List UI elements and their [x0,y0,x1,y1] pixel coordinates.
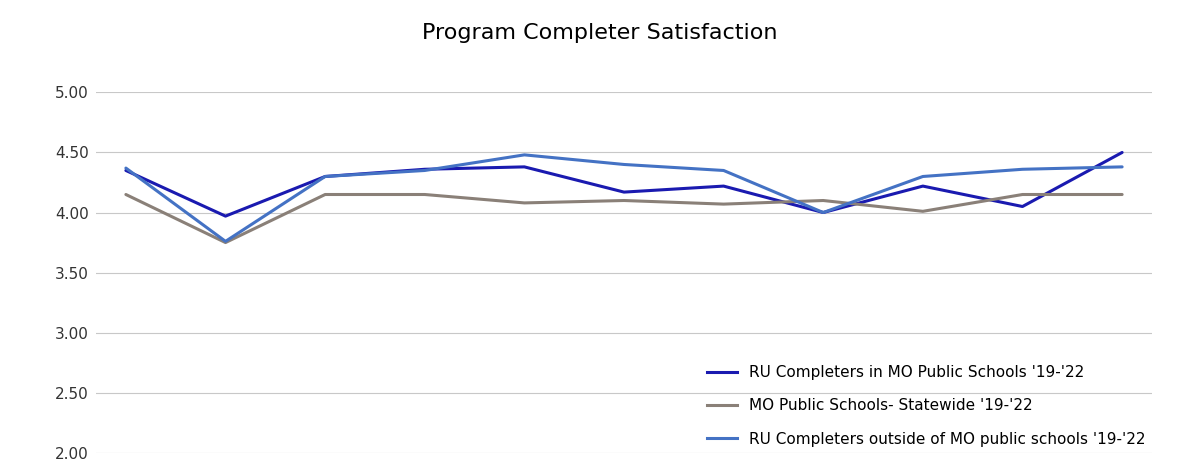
Legend: RU Completers in MO Public Schools '19-'22, MO Public Schools- Statewide '19-'22: RU Completers in MO Public Schools '19-'… [701,359,1152,453]
Text: Program Completer Satisfaction: Program Completer Satisfaction [422,23,778,43]
